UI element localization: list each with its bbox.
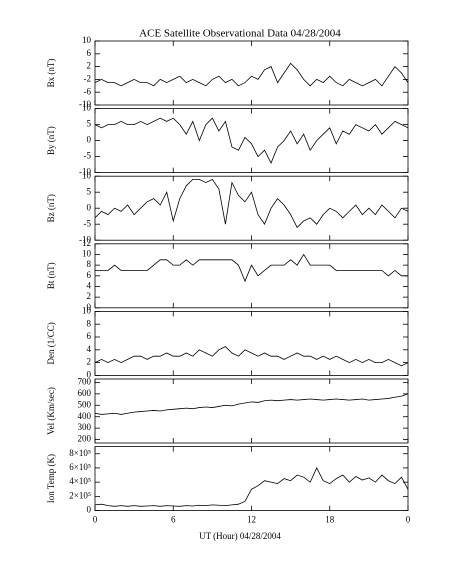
y-tick-label: 4 [87,344,92,354]
y-tick-label: 2×10⁵ [69,490,91,500]
y-tick-label: 6 [87,331,92,341]
y-tick-label: 200 [78,434,92,444]
data-line [95,253,408,283]
y-tick-label: 0 [87,302,92,312]
y-tick-label: 10 [82,170,92,180]
y-axis-label: Bt (nT) [46,262,56,289]
y-tick-label: 12 [82,238,91,248]
y-tick-label: 300 [78,422,92,432]
y-axis-label: By (nT) [46,126,56,155]
data-line [94,346,409,367]
panel-frame [94,243,409,309]
y-tick-label: 600 [78,388,92,398]
panel-frame [94,40,409,106]
y-axis-label: Bx (nT) [46,59,56,88]
y-tick-label: 700 [78,376,92,386]
y-tick-label: 0 [87,202,92,212]
panel-frame [94,378,409,444]
y-tick-label: -2 [84,73,92,83]
y-axis-label: Ion Temp (K) [46,454,56,503]
y-tick-label: 4 [87,281,92,291]
y-tick-label: 8 [87,318,92,328]
data-line [94,467,409,507]
x-tick-label: 0 [406,515,411,525]
y-tick-label: -5 [84,151,92,161]
x-tick-label: 12 [247,515,256,525]
y-tick-label: 6 [87,270,92,280]
data-line [94,117,409,164]
y-tick-label: -10 [79,167,91,177]
y-tick-label: 10 [82,103,92,113]
panel-frame [94,108,409,173]
y-tick-label: 5 [87,186,92,196]
panel-frame [94,310,409,376]
y-tick-label: 0 [87,505,92,515]
x-tick-label: 0 [93,515,98,525]
y-tick-label: 2 [87,357,92,367]
y-axis-label: Vel (Km/sec) [46,387,56,435]
y-tick-label: 2 [87,61,92,71]
y-tick-label: 8 [87,259,92,269]
y-tick-label: -6 [84,86,92,96]
data-line [94,178,409,229]
panel-frame [94,175,409,241]
x-axis-label: UT (Hour) 04/28/2004 [199,531,281,541]
y-tick-label: 6×10⁵ [69,462,91,472]
y-tick-label: 10 [82,249,92,259]
y-axis-label: Bz (nT) [46,194,56,222]
y-tick-label: 5 [87,119,92,129]
data-line [94,62,409,87]
chart-title: ACE Satellite Observational Data 04/28/2… [139,28,341,40]
y-tick-label: 10 [82,305,92,315]
y-tick-label: 10 [82,35,92,45]
y-axis-label: Den (1/CC) [46,322,56,364]
y-tick-label: 6 [87,48,92,58]
y-tick-label: 4×10⁵ [69,476,91,486]
data-line [94,393,409,415]
y-tick-label: 0 [87,369,92,379]
y-tick-label: 500 [78,399,92,409]
x-tick-label: 6 [171,515,176,525]
y-tick-label: 2 [87,291,92,301]
y-tick-label: -5 [84,218,92,228]
x-tick-label: 18 [325,515,335,525]
y-tick-label: 8×10⁵ [69,448,91,458]
y-tick-label: 0 [87,135,92,145]
panel-frame [94,446,409,512]
y-tick-label: -10 [79,99,91,109]
y-tick-label: -10 [79,234,91,244]
y-tick-label: 400 [78,411,92,421]
